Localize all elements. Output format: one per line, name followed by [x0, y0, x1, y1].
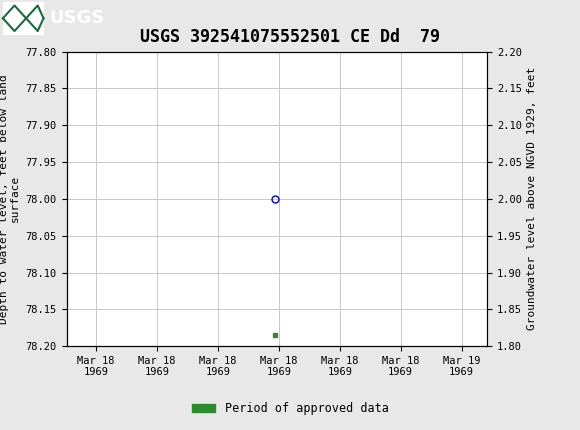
Legend: Period of approved data: Period of approved data: [187, 397, 393, 420]
Text: USGS 392541075552501 CE Dd  79: USGS 392541075552501 CE Dd 79: [140, 28, 440, 46]
Y-axis label: Groundwater level above NGVD 1929, feet: Groundwater level above NGVD 1929, feet: [527, 67, 538, 331]
Text: USGS: USGS: [49, 9, 104, 27]
Bar: [3, 2, 43, 35]
Y-axis label: Depth to water level, feet below land
surface: Depth to water level, feet below land su…: [0, 74, 20, 324]
